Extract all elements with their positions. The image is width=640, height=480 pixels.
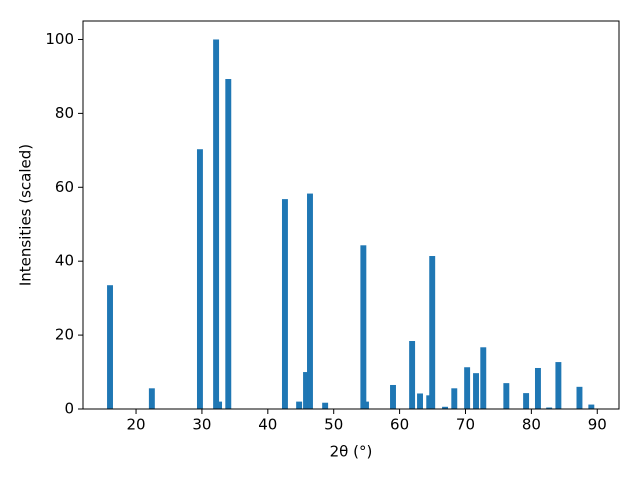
bar [360,245,367,409]
bar [588,404,595,409]
bar [225,79,232,410]
y-tick-label: 100 [45,30,74,48]
bar [503,383,510,409]
y-axis-label: Intensities (scaled) [17,144,35,286]
bar [534,367,541,409]
bar [390,384,396,409]
bar [480,347,487,409]
y-tick-label: 20 [55,326,74,344]
y-tick-label: 40 [55,252,74,270]
x-tick-label: 20 [126,416,145,434]
bar [429,256,436,409]
bar [555,362,562,409]
bar [442,406,449,409]
x-tick-label: 80 [522,416,541,434]
plot-frame [82,20,620,410]
bar [409,341,416,409]
bar [213,39,220,409]
x-tick-label: 50 [324,416,343,434]
y-tick-label: 0 [64,400,74,418]
bar [322,402,329,409]
bar [281,199,288,409]
bar [464,367,471,409]
x-tick-label: 40 [258,416,277,434]
bar [148,388,155,409]
x-tick-label: 90 [588,416,607,434]
bar [296,401,303,409]
bar [576,386,583,409]
x-axis-label: 2θ (°) [330,443,373,461]
bar [307,193,313,409]
bar [107,285,113,409]
x-tick-label: 60 [390,416,409,434]
bar [451,388,458,409]
bar [303,372,309,409]
x-tick-label: 30 [192,416,211,434]
y-tick-label: 80 [55,104,74,122]
bar [546,407,553,409]
x-tick-label: 70 [456,416,475,434]
bar [523,393,530,409]
bar [363,401,369,409]
bar [473,373,479,409]
bar [216,401,223,409]
bar [417,393,423,409]
bar [196,149,203,409]
y-tick-label: 60 [55,178,74,196]
